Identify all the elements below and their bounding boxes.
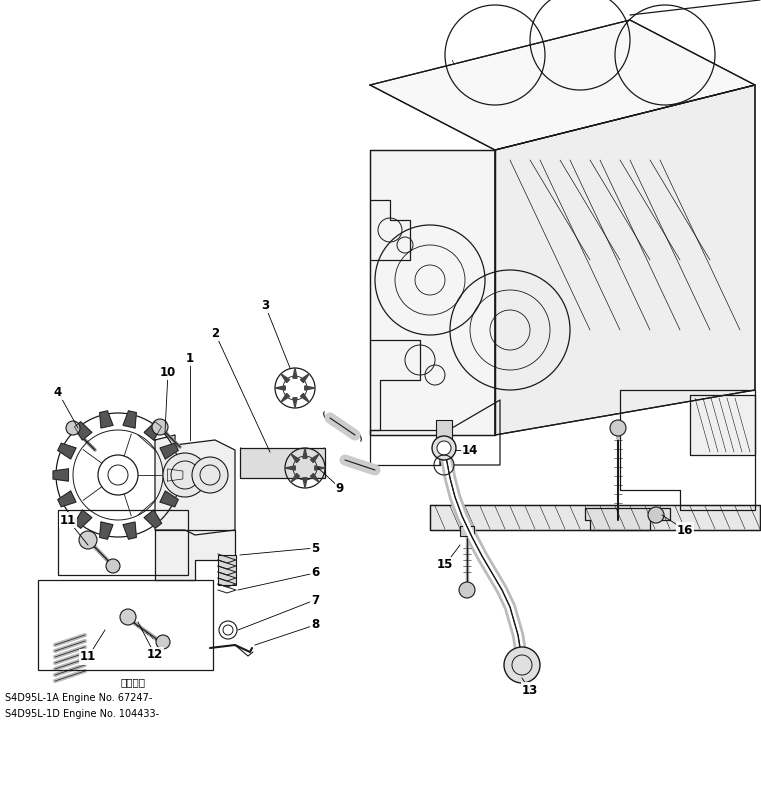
Text: S4D95L-1D Engine No. 104433-: S4D95L-1D Engine No. 104433- xyxy=(5,709,159,719)
Polygon shape xyxy=(123,522,136,539)
Polygon shape xyxy=(58,491,76,507)
Text: 3: 3 xyxy=(261,298,269,312)
Circle shape xyxy=(152,419,168,435)
Text: 12: 12 xyxy=(147,648,163,662)
Polygon shape xyxy=(100,411,113,428)
Polygon shape xyxy=(123,411,136,428)
Polygon shape xyxy=(370,20,755,150)
Circle shape xyxy=(432,436,456,460)
Polygon shape xyxy=(301,374,309,382)
Polygon shape xyxy=(100,522,113,539)
Text: 1: 1 xyxy=(186,352,194,364)
Polygon shape xyxy=(155,435,235,535)
Polygon shape xyxy=(285,466,295,470)
Text: 2: 2 xyxy=(211,327,219,339)
Circle shape xyxy=(648,507,664,523)
Polygon shape xyxy=(281,394,289,402)
Polygon shape xyxy=(310,454,319,463)
Polygon shape xyxy=(305,386,315,390)
Bar xyxy=(510,663,534,678)
Circle shape xyxy=(79,531,97,549)
Polygon shape xyxy=(315,466,325,470)
Polygon shape xyxy=(291,474,300,482)
Polygon shape xyxy=(291,454,300,463)
Polygon shape xyxy=(75,510,92,528)
Circle shape xyxy=(504,647,540,683)
Polygon shape xyxy=(144,510,161,528)
Circle shape xyxy=(106,559,120,573)
Bar xyxy=(460,526,474,536)
Polygon shape xyxy=(495,85,755,435)
Text: S4D95L-1A Engine No. 67247-: S4D95L-1A Engine No. 67247- xyxy=(5,693,152,703)
Polygon shape xyxy=(53,469,68,481)
Bar xyxy=(240,448,325,478)
Bar xyxy=(58,510,188,575)
Text: 13: 13 xyxy=(522,683,538,696)
Text: 15: 15 xyxy=(437,559,454,571)
Polygon shape xyxy=(370,150,495,435)
Polygon shape xyxy=(75,422,92,440)
Polygon shape xyxy=(275,386,285,390)
Circle shape xyxy=(610,420,626,436)
Circle shape xyxy=(459,582,475,598)
Bar xyxy=(436,420,452,440)
Polygon shape xyxy=(310,474,319,482)
Circle shape xyxy=(192,457,228,493)
Polygon shape xyxy=(690,395,755,455)
Polygon shape xyxy=(58,443,76,459)
Text: 6: 6 xyxy=(311,567,319,579)
Polygon shape xyxy=(160,491,178,507)
Text: 5: 5 xyxy=(311,541,319,555)
Text: 10: 10 xyxy=(160,365,176,379)
Polygon shape xyxy=(301,394,309,402)
Circle shape xyxy=(120,609,136,625)
Bar xyxy=(38,580,213,670)
Text: 14: 14 xyxy=(462,444,478,456)
Polygon shape xyxy=(160,443,178,459)
Text: 4: 4 xyxy=(54,386,62,398)
Polygon shape xyxy=(293,397,297,408)
Text: 8: 8 xyxy=(311,619,319,631)
Text: 7: 7 xyxy=(311,593,319,607)
Polygon shape xyxy=(430,505,760,530)
Text: 適用号機: 適用号機 xyxy=(120,677,145,687)
Bar xyxy=(218,555,236,585)
Circle shape xyxy=(156,635,170,649)
Polygon shape xyxy=(303,478,307,488)
Polygon shape xyxy=(281,374,289,382)
Polygon shape xyxy=(585,508,670,530)
Polygon shape xyxy=(155,530,235,580)
Polygon shape xyxy=(167,469,183,481)
Text: 11: 11 xyxy=(80,651,96,663)
Polygon shape xyxy=(293,368,297,379)
Circle shape xyxy=(163,453,207,497)
Circle shape xyxy=(437,441,451,455)
Polygon shape xyxy=(144,422,161,440)
Polygon shape xyxy=(303,448,307,458)
Circle shape xyxy=(66,421,80,435)
Text: 11: 11 xyxy=(60,513,76,527)
Text: 16: 16 xyxy=(677,523,693,537)
Text: 9: 9 xyxy=(336,482,344,494)
